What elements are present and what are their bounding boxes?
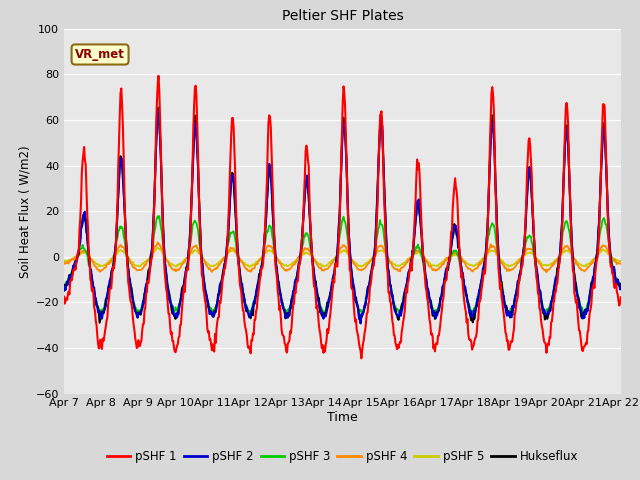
pSHF 3: [214, 293, 222, 299]
pSHF 3: [428, 298, 435, 303]
pSHF 5: [412, 250, 419, 256]
pSHF 3: [617, 283, 625, 288]
pSHF 1: [214, 315, 222, 321]
pSHF 2: [617, 286, 625, 291]
pSHF 2: [70, 265, 78, 271]
pSHF 4: [154, 240, 161, 245]
pSHF 3: [581, 310, 589, 316]
pSHF 5: [617, 258, 625, 264]
pSHF 1: [70, 267, 78, 273]
Hukseflux: [155, 105, 163, 110]
Line: pSHF 2: pSHF 2: [64, 110, 621, 324]
Hukseflux: [186, 241, 193, 247]
X-axis label: Time: Time: [327, 411, 358, 424]
pSHF 3: [411, 248, 419, 253]
pSHF 5: [214, 261, 222, 266]
Hukseflux: [70, 264, 78, 270]
pSHF 4: [214, 264, 222, 269]
pSHF 1: [428, 330, 436, 336]
Text: VR_met: VR_met: [75, 48, 125, 61]
pSHF 1: [617, 294, 625, 300]
Hukseflux: [617, 281, 625, 287]
pSHF 3: [60, 284, 68, 290]
Line: Hukseflux: Hukseflux: [64, 108, 621, 323]
pSHF 1: [358, 356, 365, 361]
Hukseflux: [60, 282, 68, 288]
pSHF 4: [70, 257, 78, 263]
pSHF 2: [155, 108, 163, 113]
Line: pSHF 5: pSHF 5: [64, 248, 621, 267]
pSHF 1: [60, 294, 68, 300]
pSHF 5: [70, 254, 78, 260]
pSHF 1: [155, 73, 163, 79]
pSHF 4: [127, 261, 135, 267]
pSHF 4: [617, 261, 625, 267]
pSHF 1: [412, 197, 419, 203]
pSHF 2: [428, 306, 436, 312]
Hukseflux: [96, 320, 104, 325]
Legend: pSHF 1, pSHF 2, pSHF 3, pSHF 4, pSHF 5, Hukseflux: pSHF 1, pSHF 2, pSHF 3, pSHF 4, pSHF 5, …: [102, 445, 582, 468]
pSHF 2: [412, 216, 419, 221]
pSHF 3: [127, 285, 135, 291]
pSHF 4: [60, 260, 68, 266]
Hukseflux: [215, 291, 223, 297]
pSHF 5: [246, 264, 253, 270]
pSHF 3: [185, 252, 193, 257]
Line: pSHF 3: pSHF 3: [64, 216, 621, 313]
pSHF 1: [185, 256, 193, 262]
pSHF 4: [411, 250, 419, 255]
pSHF 5: [185, 252, 193, 258]
Line: pSHF 1: pSHF 1: [64, 76, 621, 359]
Y-axis label: Soil Heat Flux ( W/m2): Soil Heat Flux ( W/m2): [19, 145, 31, 277]
pSHF 4: [543, 269, 550, 275]
pSHF 1: [127, 300, 135, 306]
pSHF 5: [127, 259, 135, 265]
Line: pSHF 4: pSHF 4: [64, 242, 621, 272]
Hukseflux: [412, 218, 419, 224]
pSHF 2: [356, 321, 364, 326]
pSHF 4: [428, 264, 435, 270]
Hukseflux: [128, 290, 136, 296]
pSHF 4: [185, 251, 193, 256]
pSHF 2: [60, 288, 68, 294]
pSHF 2: [185, 249, 193, 255]
Title: Peltier SHF Plates: Peltier SHF Plates: [282, 10, 403, 24]
pSHF 3: [156, 213, 163, 219]
pSHF 3: [70, 264, 78, 270]
pSHF 2: [127, 290, 135, 296]
pSHF 5: [60, 257, 68, 263]
pSHF 5: [428, 262, 436, 268]
pSHF 2: [214, 296, 222, 301]
Hukseflux: [428, 305, 436, 311]
pSHF 5: [153, 245, 161, 251]
